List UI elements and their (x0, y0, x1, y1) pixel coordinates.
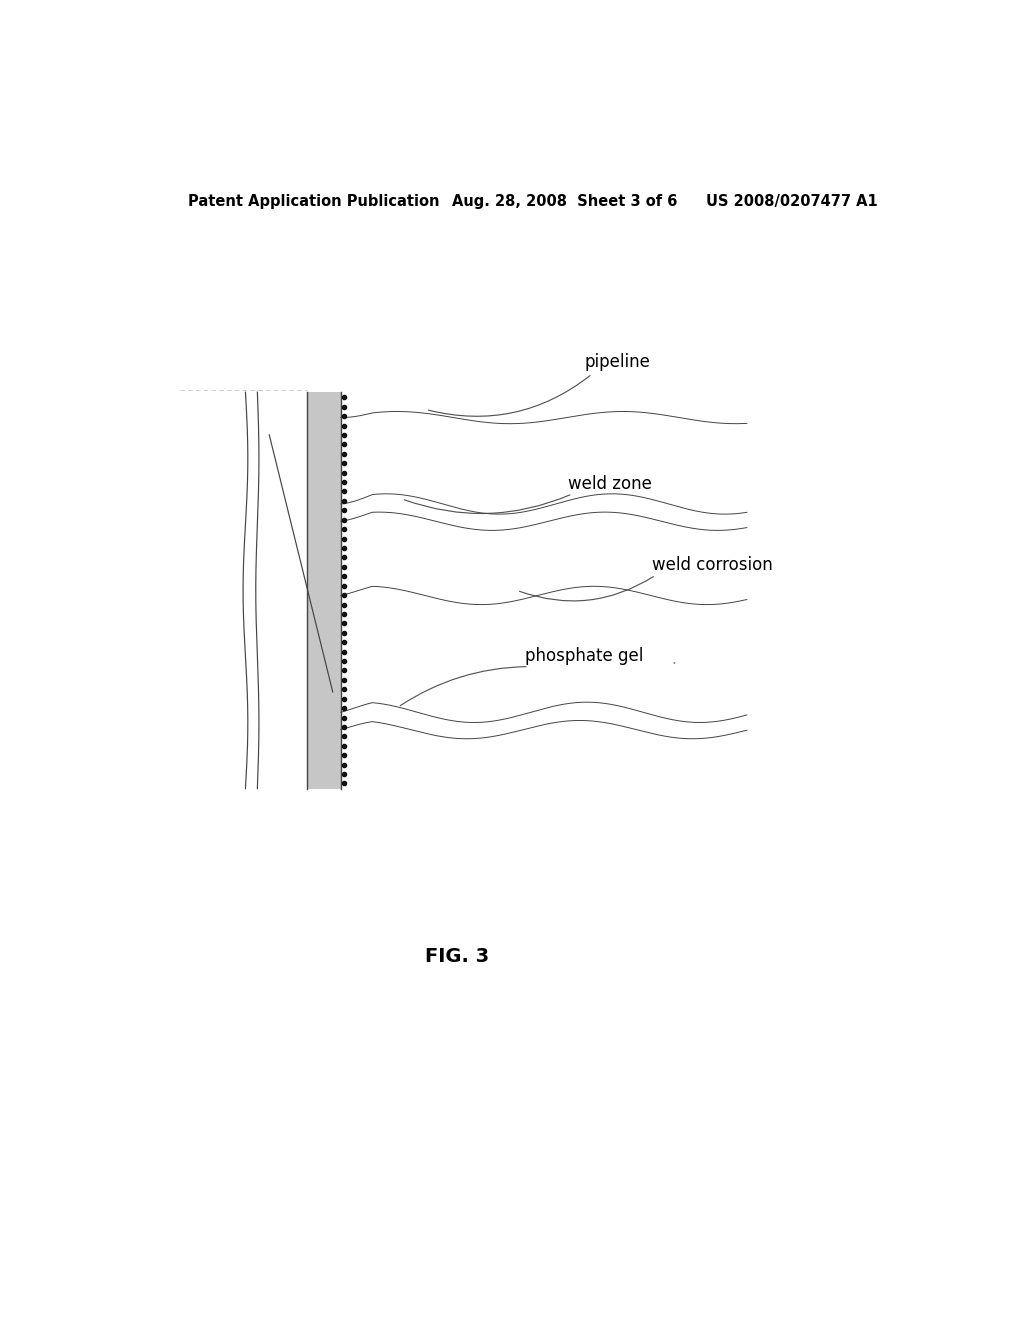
Text: weld corrosion: weld corrosion (652, 556, 772, 574)
Text: Patent Application Publication: Patent Application Publication (187, 194, 439, 209)
Text: weld zone: weld zone (568, 475, 652, 492)
Text: US 2008/0207477 A1: US 2008/0207477 A1 (706, 194, 878, 209)
Text: Aug. 28, 2008  Sheet 3 of 6: Aug. 28, 2008 Sheet 3 of 6 (452, 194, 677, 209)
Bar (306, 392, 341, 788)
Text: phosphate gel: phosphate gel (524, 647, 643, 665)
Text: pipeline: pipeline (585, 352, 650, 371)
Text: FIG. 3: FIG. 3 (425, 946, 489, 966)
Text: .: . (672, 652, 677, 667)
